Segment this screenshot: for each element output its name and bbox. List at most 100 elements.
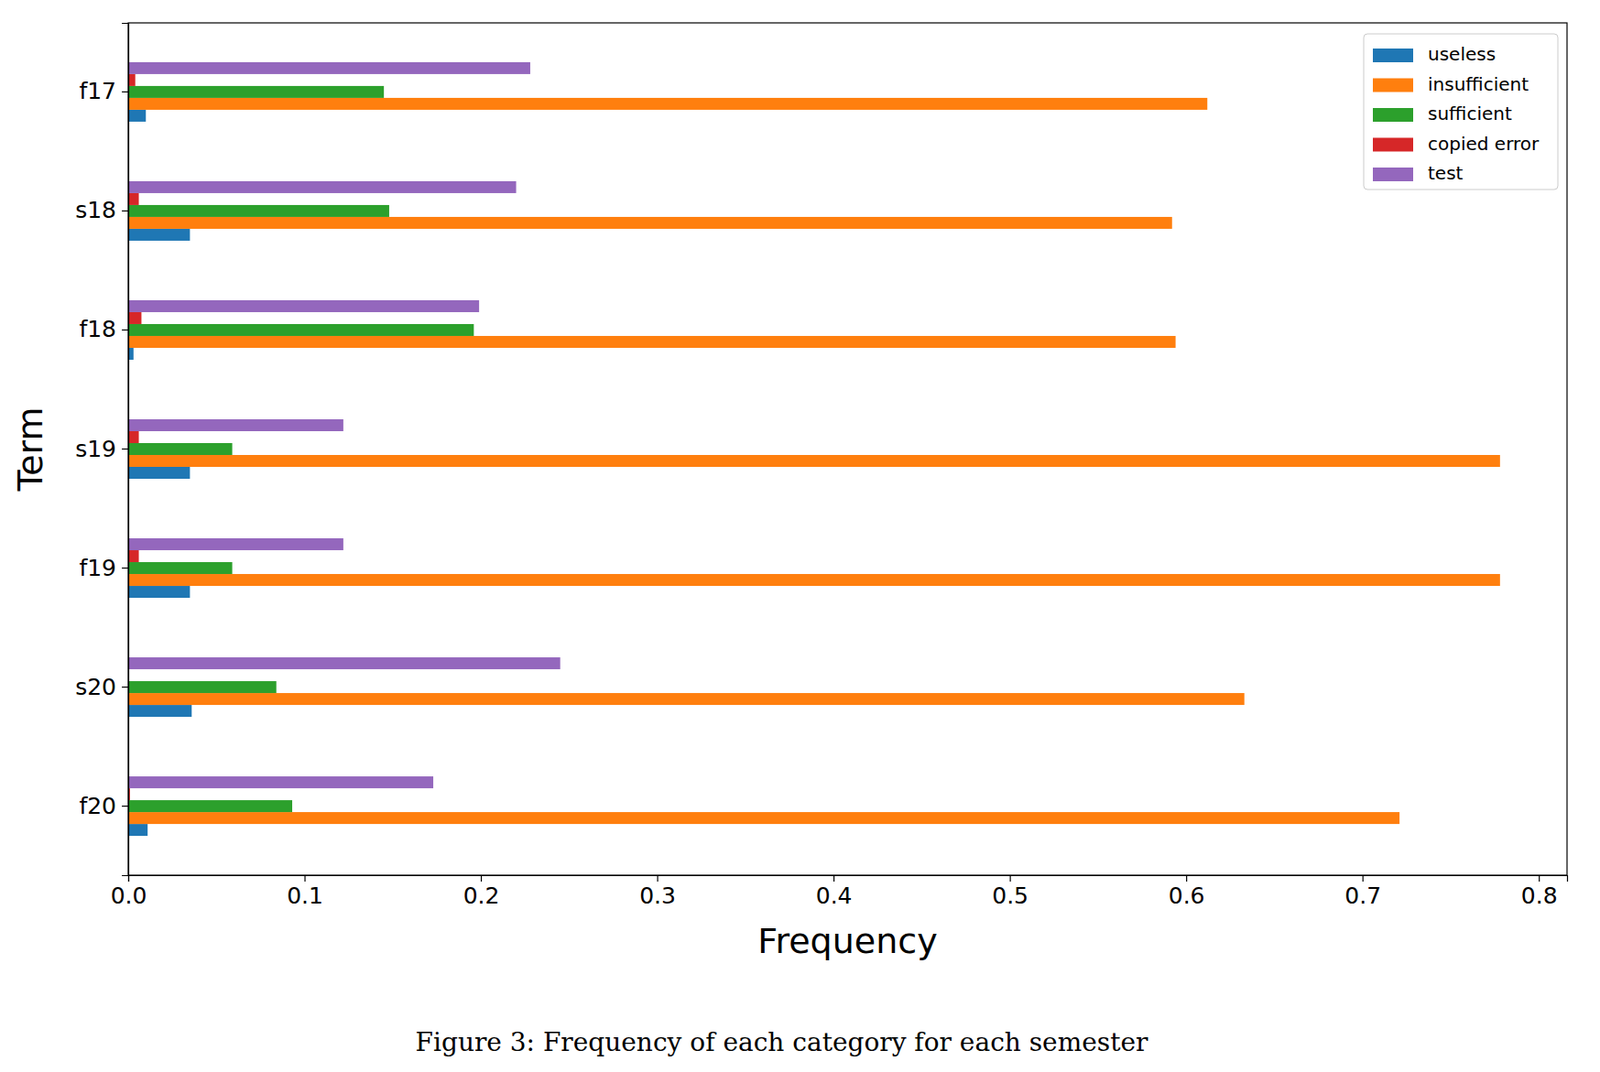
chart: 0.0 0.1 0.2 0.3 0.4 0.5 0.6 0.7 0.8 f17 s18 f18 s19 f… (0, 0, 1600, 1072)
legend-swatch (1372, 108, 1414, 122)
x-tick-mark (1010, 875, 1012, 882)
legend-label: test (1427, 162, 1464, 185)
bar (128, 431, 140, 444)
y-tick: f18 (78, 315, 129, 343)
y-tick-mark (121, 210, 129, 212)
y-tick-label: s19 (75, 435, 117, 463)
bar (128, 776, 434, 789)
legend-label: sufficient (1427, 102, 1513, 125)
x-tick: 0.5 (991, 875, 1029, 910)
bar (128, 300, 479, 313)
y-tick-label: f20 (78, 793, 117, 820)
legend-swatch (1372, 78, 1414, 93)
bar (128, 205, 390, 218)
y-tick: f19 (78, 555, 129, 582)
x-tick: 0.0 (110, 875, 148, 910)
x-tick-mark (833, 875, 835, 882)
legend-swatch (1372, 138, 1414, 153)
x-axis-line (129, 876, 1568, 883)
y-tick-label: f19 (78, 555, 117, 582)
x-tick-label: 0.2 (463, 882, 501, 910)
y-tick-mark (121, 329, 129, 331)
x-tick: 0.7 (1344, 875, 1382, 910)
x-tick-mark (1362, 875, 1364, 882)
x-tick: 0.3 (639, 875, 676, 910)
x-tick-label: 0.0 (110, 882, 148, 910)
bar (128, 86, 384, 98)
x-tick-mark (656, 875, 658, 882)
y-tick: s19 (75, 435, 129, 463)
y-tick-mark (121, 448, 129, 450)
x-tick-label: 0.5 (991, 882, 1029, 910)
x-tick-label: 0.1 (286, 882, 324, 910)
bar (128, 419, 344, 432)
x-tick-mark (1538, 875, 1540, 882)
x-tick-label: 0.7 (1344, 882, 1382, 910)
bar (128, 800, 293, 813)
legend-entry: test (1372, 162, 1464, 185)
bar (128, 681, 277, 694)
x-tick-label: 0.4 (816, 882, 853, 910)
bar (128, 812, 1400, 825)
legend-entry: sufficient (1372, 102, 1513, 125)
x-tick-label: 0.8 (1521, 882, 1558, 910)
x-tick-label: 0.3 (639, 882, 676, 910)
y-tick: s18 (75, 196, 129, 224)
bar (128, 181, 517, 194)
y-tick-label: s18 (75, 196, 117, 224)
y-tick-mark (121, 567, 129, 569)
legend: useless insufficient sufficient copied erro… (1363, 33, 1558, 190)
bar (128, 324, 474, 337)
y-tick-mark (121, 686, 129, 688)
bar (128, 336, 1176, 349)
bar (128, 455, 1501, 468)
legend-box (1363, 33, 1558, 190)
y-tick-mark (121, 805, 129, 807)
bar (128, 74, 136, 87)
y-tick: f20 (78, 793, 129, 820)
caption: Figure 3: Frequency of each category for… (415, 1027, 1149, 1058)
bar (128, 538, 344, 551)
bar (128, 109, 146, 122)
y-tick: s20 (75, 674, 129, 701)
y-tick-label: s20 (75, 674, 117, 701)
bar (128, 705, 192, 718)
legend-label: useless (1427, 43, 1496, 66)
x-axis-title: Frequency (757, 921, 937, 962)
legend-entry: copied error (1372, 132, 1540, 155)
bar (128, 657, 561, 670)
x-tick: 0.6 (1168, 875, 1206, 910)
y-tick-label: f17 (78, 77, 117, 105)
x-tick: 0.4 (816, 875, 853, 910)
bar (128, 443, 233, 456)
legend-swatch (1372, 167, 1414, 182)
legend-label: copied error (1427, 132, 1540, 155)
bar (128, 574, 1501, 587)
legend-swatch (1372, 48, 1414, 63)
x-axis: 0.0 0.1 0.2 0.3 0.4 0.5 0.6 0.7 0.8 (110, 875, 1568, 910)
bar (128, 693, 1245, 706)
y-tick-label: f18 (78, 315, 117, 343)
y-tick-mark (121, 91, 129, 93)
y-axis-title: Term (10, 406, 51, 492)
x-tick: 0.8 (1521, 875, 1558, 910)
legend-label: insufficient (1427, 73, 1529, 96)
plot: 0.0 0.1 0.2 0.3 0.4 0.5 0.6 0.7 0.8 f17 s18 f18 s19 f… (75, 22, 1568, 910)
bar (128, 824, 148, 837)
bar (128, 97, 1208, 110)
bar (128, 228, 190, 241)
x-tick: 0.2 (463, 875, 501, 910)
bar (128, 586, 190, 599)
bar (128, 193, 140, 206)
bar (128, 550, 140, 563)
y-axis-line (121, 23, 130, 877)
bar (128, 312, 142, 325)
x-tick-mark (1186, 875, 1187, 882)
x-tick-label: 0.6 (1168, 882, 1206, 910)
bar (128, 62, 531, 75)
legend-entry: useless (1372, 43, 1496, 66)
x-tick-mark (304, 875, 305, 882)
x-tick-mark (480, 875, 482, 882)
legend-entry: insufficient (1372, 73, 1529, 96)
x-tick: 0.1 (286, 875, 324, 910)
